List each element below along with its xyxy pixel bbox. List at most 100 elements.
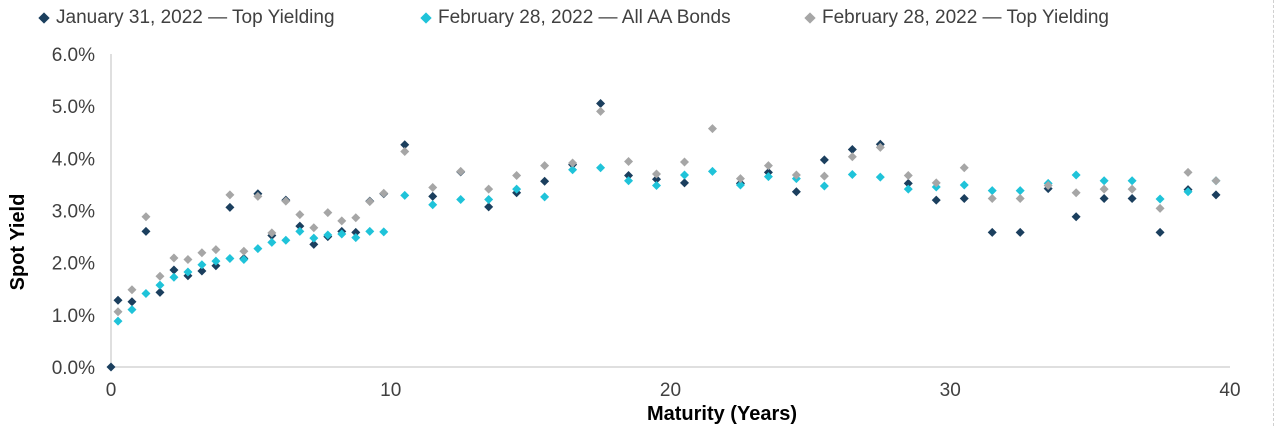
data-point-series-1: [763, 172, 773, 182]
data-point-series-1: [267, 237, 277, 247]
data-point-series-0: [211, 261, 221, 271]
y-tick-label: 1.0%: [52, 306, 95, 327]
data-point-series-2: [819, 171, 829, 181]
data-point-series-0: [1127, 194, 1137, 204]
data-point-series-0: [169, 265, 179, 275]
data-point-series-0: [791, 187, 801, 197]
x-tick-label: 0: [106, 380, 117, 401]
data-point-series-2: [183, 255, 193, 265]
data-point-series-1: [1099, 176, 1109, 186]
data-point-series-2: [959, 163, 969, 173]
data-point-series-1: [281, 235, 291, 245]
data-point-series-1: [652, 180, 662, 190]
data-point-series-0: [652, 174, 662, 184]
data-point-series-2: [707, 124, 717, 134]
data-point-series-2: [1155, 203, 1165, 213]
data-point-series-2: [903, 171, 913, 181]
data-point-series-1: [484, 195, 494, 205]
data-point-series-2: [225, 190, 235, 200]
data-point-series-0: [351, 227, 361, 237]
data-point-series-0: [624, 171, 634, 181]
data-point-series-0: [1099, 194, 1109, 204]
data-point-series-2: [337, 216, 347, 226]
data-point-series-1: [428, 200, 438, 210]
legend-item-jan-top-yielding: January 31, 2022 — Top Yielding: [38, 7, 335, 29]
data-point-series-1: [1071, 170, 1081, 180]
data-point-series-0: [1071, 212, 1081, 222]
data-point-series-0: [1211, 190, 1221, 200]
data-point-series-0: [819, 155, 829, 165]
data-point-series-2: [875, 142, 885, 152]
x-tick-label: 40: [1219, 380, 1240, 401]
legend-item-feb-aa-bonds: February 28, 2022 — All AA Bonds: [420, 7, 731, 29]
y-tick-label: 5.0%: [52, 97, 95, 118]
data-point-series-2: [484, 184, 494, 194]
data-point-series-0: [1015, 227, 1025, 237]
legend-label-jan-top-yielding: January 31, 2022 — Top Yielding: [56, 7, 335, 28]
data-point-series-0: [596, 99, 606, 109]
data-point-series-2: [239, 246, 249, 256]
data-point-series-2: [763, 161, 773, 171]
data-point-series-2: [253, 191, 263, 201]
data-point-series-0: [225, 202, 235, 212]
data-point-series-1: [624, 176, 634, 186]
data-point-series-1: [295, 226, 305, 236]
data-point-series-1: [1127, 176, 1137, 186]
data-point-series-2: [323, 208, 333, 218]
data-point-series-0: [931, 195, 941, 205]
data-point-series-2: [540, 161, 550, 171]
data-point-series-1: [875, 172, 885, 182]
data-point-series-2: [1183, 167, 1193, 177]
data-point-series-1: [337, 229, 347, 239]
x-axis-title: Maturity (Years): [647, 403, 797, 425]
data-point-series-2: [309, 223, 319, 233]
x-tick-label: 20: [660, 380, 681, 401]
data-point-series-1: [959, 180, 969, 190]
data-point-series-1: [596, 163, 606, 173]
legend-label-feb-aa-bonds: February 28, 2022 — All AA Bonds: [438, 7, 731, 28]
data-point-series-1: [323, 230, 333, 240]
data-point-series-1: [735, 180, 745, 190]
data-point-series-2: [624, 156, 634, 166]
data-point-series-1: [239, 255, 249, 265]
x-tick-label: 30: [940, 380, 961, 401]
data-point-series-2: [987, 194, 997, 204]
data-point-series-0: [847, 144, 857, 154]
data-point-series-1: [183, 267, 193, 277]
data-point-series-1: [225, 253, 235, 263]
data-point-series-1: [456, 195, 466, 205]
legend-item-feb-top-yielding: February 28, 2022 — Top Yielding: [804, 7, 1109, 29]
data-point-series-1: [155, 280, 165, 290]
data-point-series-0: [400, 140, 410, 150]
data-point-series-2: [931, 178, 941, 188]
data-point-series-0: [141, 226, 151, 236]
data-point-series-1: [351, 233, 361, 243]
data-point-series-2: [379, 188, 389, 198]
y-tick-label: 2.0%: [52, 254, 95, 275]
data-point-series-2: [596, 106, 606, 116]
data-point-series-1: [309, 233, 319, 243]
data-point-series-0: [1155, 227, 1165, 237]
data-point-series-2: [365, 197, 375, 207]
data-point-series-2: [267, 228, 277, 238]
data-point-series-2: [568, 158, 578, 168]
data-point-series-1: [512, 184, 522, 194]
data-point-series-2: [211, 245, 221, 255]
y-tick-label: 3.0%: [52, 202, 95, 223]
data-point-series-1: [568, 165, 578, 175]
data-point-series-0: [679, 178, 689, 188]
data-point-series-1: [197, 260, 207, 270]
data-point-series-1: [253, 244, 263, 254]
data-point-series-1: [1183, 187, 1193, 197]
chart-marks: [106, 99, 1221, 372]
data-point-series-0: [987, 227, 997, 237]
data-point-series-2: [295, 210, 305, 220]
data-point-series-1: [169, 272, 179, 282]
data-point-series-0: [106, 362, 116, 372]
data-point-series-1: [819, 181, 829, 191]
data-point-series-1: [127, 305, 137, 315]
data-point-series-0: [484, 202, 494, 212]
y-tick-label: 6.0%: [52, 45, 95, 66]
data-point-series-1: [1015, 186, 1025, 196]
